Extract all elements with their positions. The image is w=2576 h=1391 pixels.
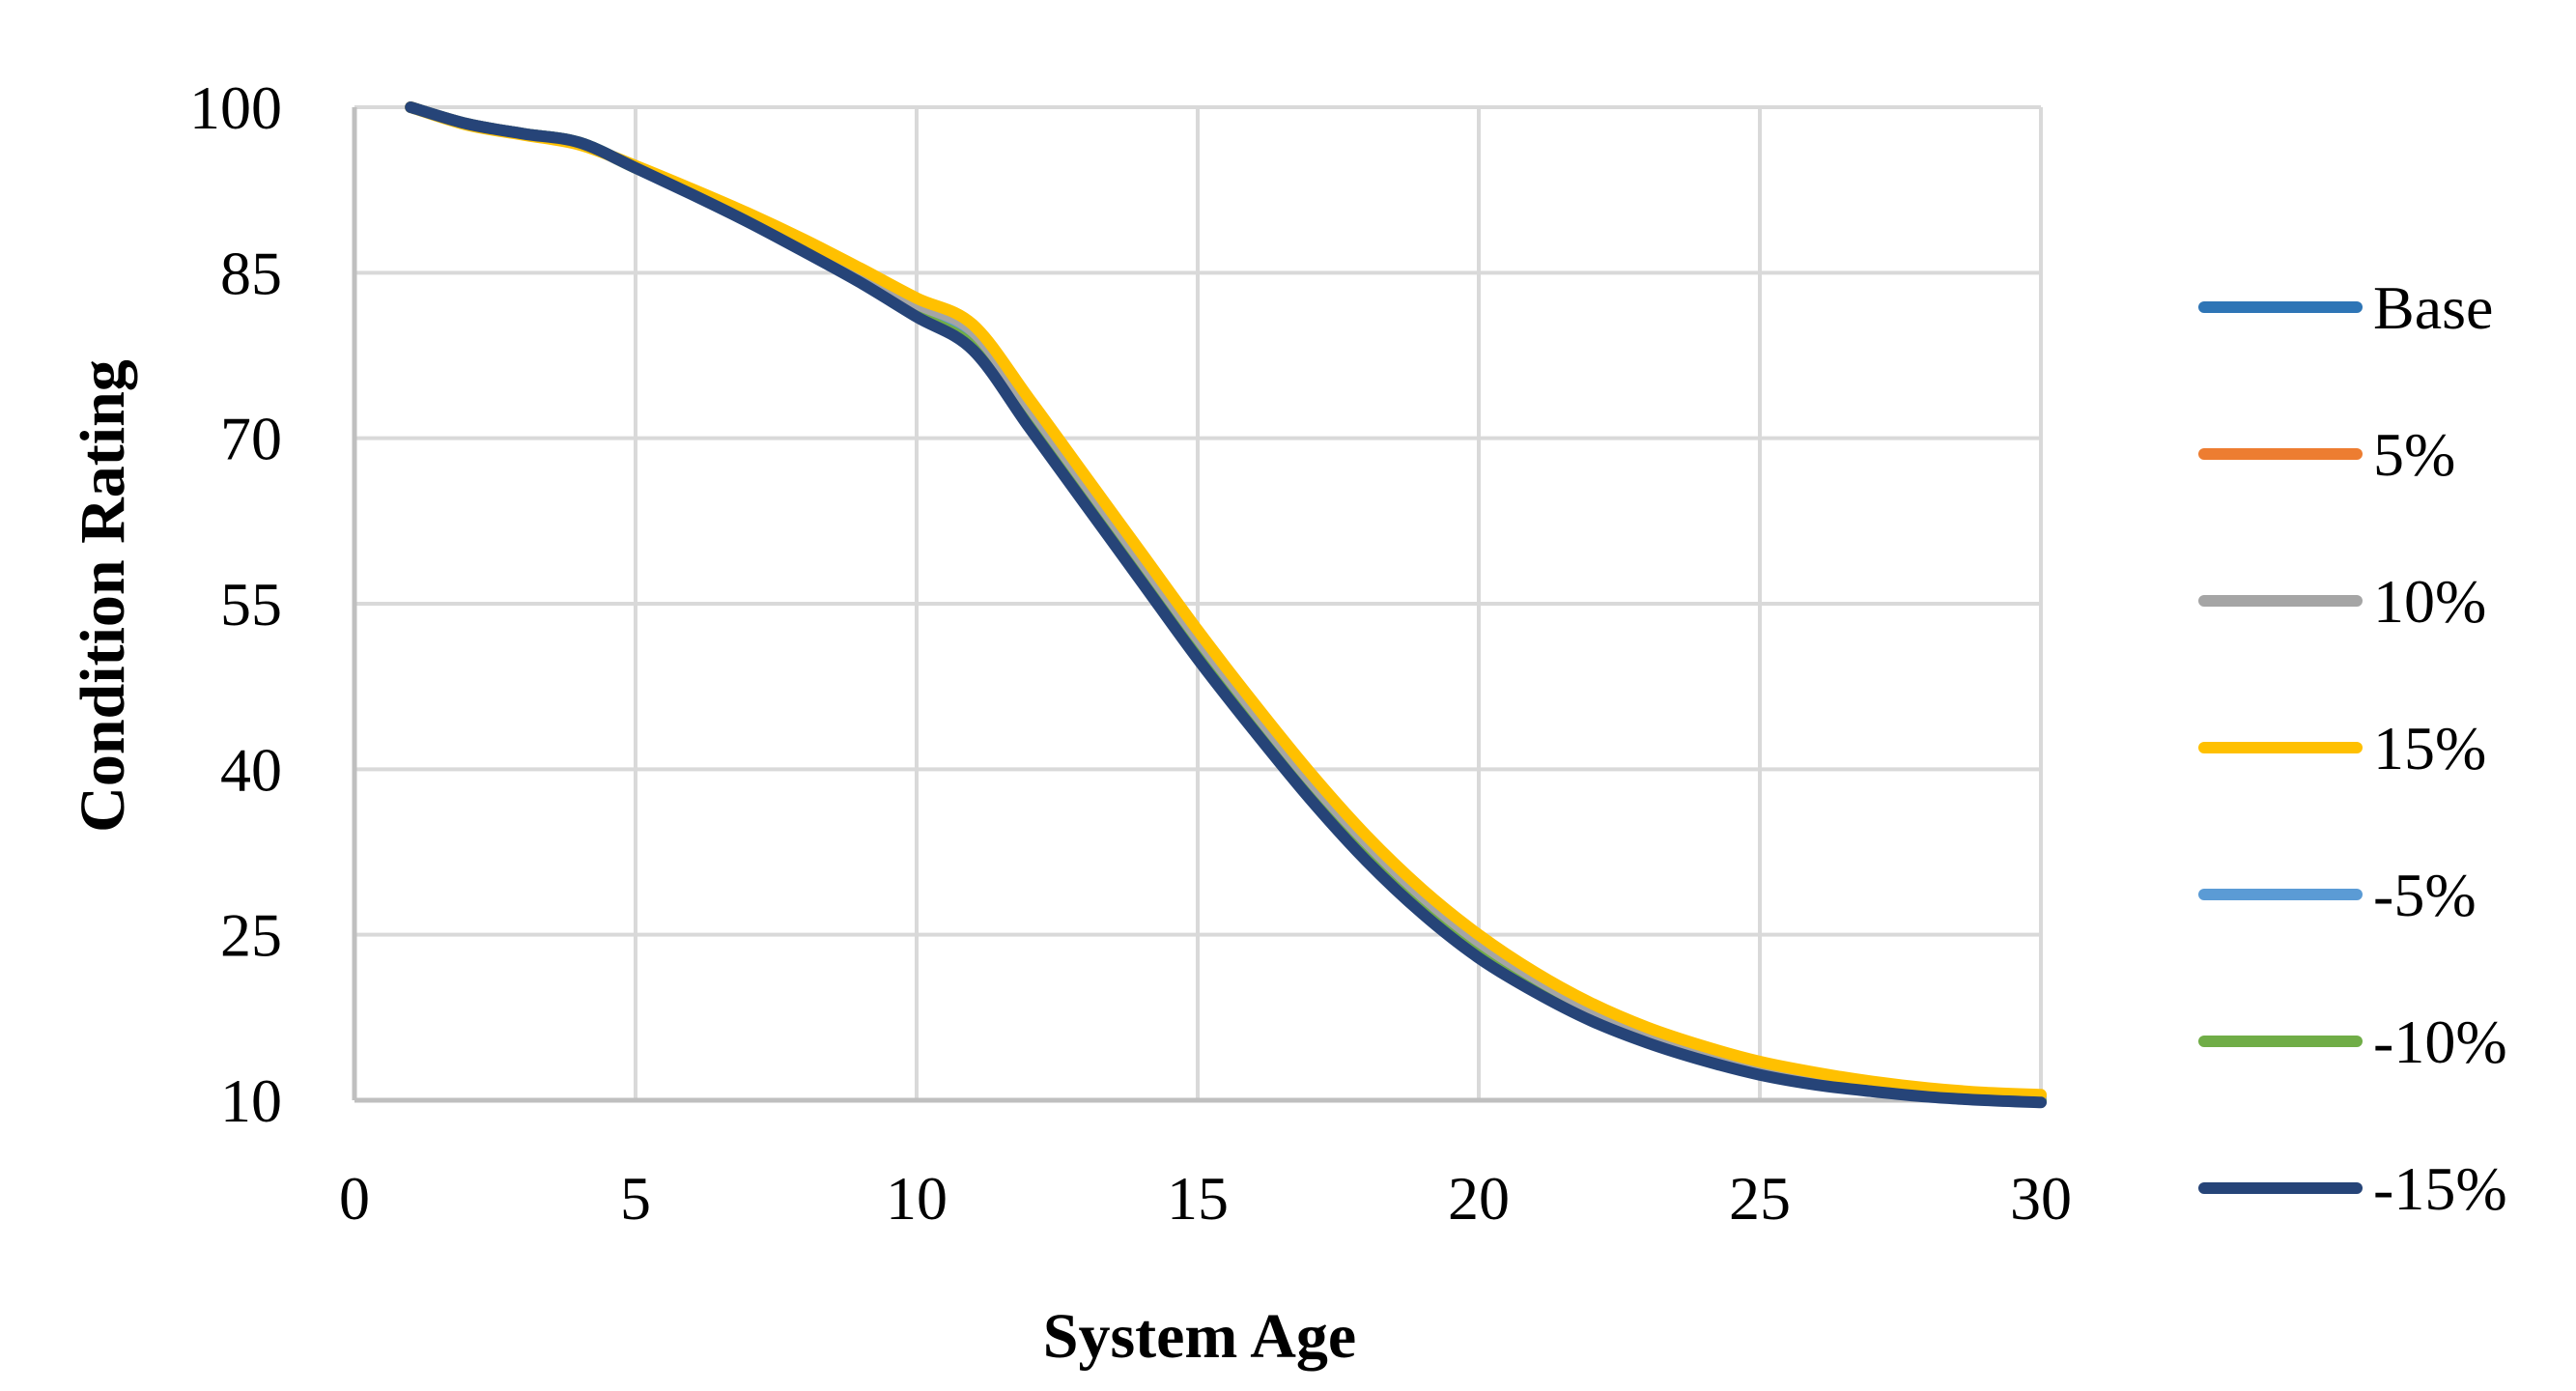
x-tick-label: 25 (1729, 1164, 1791, 1233)
y-tick-label: 40 (220, 735, 282, 804)
legend-label: Base (2373, 273, 2493, 342)
legend-label: 15% (2373, 714, 2486, 782)
legend-label: -5% (2373, 861, 2477, 929)
x-tick-label: 5 (620, 1164, 651, 1233)
x-tick-labels: 0 5 10 15 20 25 30 (339, 1164, 2072, 1233)
y-tick-label: 100 (189, 73, 282, 142)
legend-item: 15% (2198, 714, 2486, 782)
x-tick-label: 30 (2010, 1164, 2072, 1233)
axes (352, 107, 2041, 1103)
y-axis-title: Condition Rating (68, 359, 138, 833)
legend-label: -10% (2373, 1008, 2507, 1076)
legend-item: -5% (2198, 861, 2477, 929)
legend-label: 5% (2373, 420, 2455, 489)
gridlines (354, 105, 2043, 1100)
series-line-15pct (405, 101, 2047, 1101)
y-tick-label: 10 (220, 1066, 282, 1135)
legend-item: -15% (2198, 1154, 2507, 1223)
y-tick-label: 85 (220, 239, 282, 307)
y-tick-labels: 10 25 40 55 70 85 100 (189, 73, 282, 1135)
legend-item: 10% (2198, 567, 2486, 636)
series-lines (405, 101, 2047, 1109)
series-line-minus-15pct (405, 101, 2047, 1109)
legend-item: -10% (2198, 1008, 2507, 1076)
legend-label: 10% (2373, 567, 2486, 636)
y-tick-label: 70 (220, 405, 282, 473)
x-tick-label: 20 (1448, 1164, 1510, 1233)
x-tick-label: 15 (1167, 1164, 1229, 1233)
y-tick-label: 25 (220, 901, 282, 970)
legend-item: 5% (2198, 420, 2455, 489)
legend-item: Base (2198, 273, 2493, 342)
y-tick-label: 55 (220, 570, 282, 639)
legend: Base 5% 10% 15% -5% -10% -15% (2198, 273, 2507, 1223)
legend-label: -15% (2373, 1154, 2507, 1223)
x-tick-label: 10 (886, 1164, 948, 1233)
x-axis-title: System Age (1043, 1301, 1356, 1372)
x-tick-label: 0 (339, 1164, 370, 1233)
